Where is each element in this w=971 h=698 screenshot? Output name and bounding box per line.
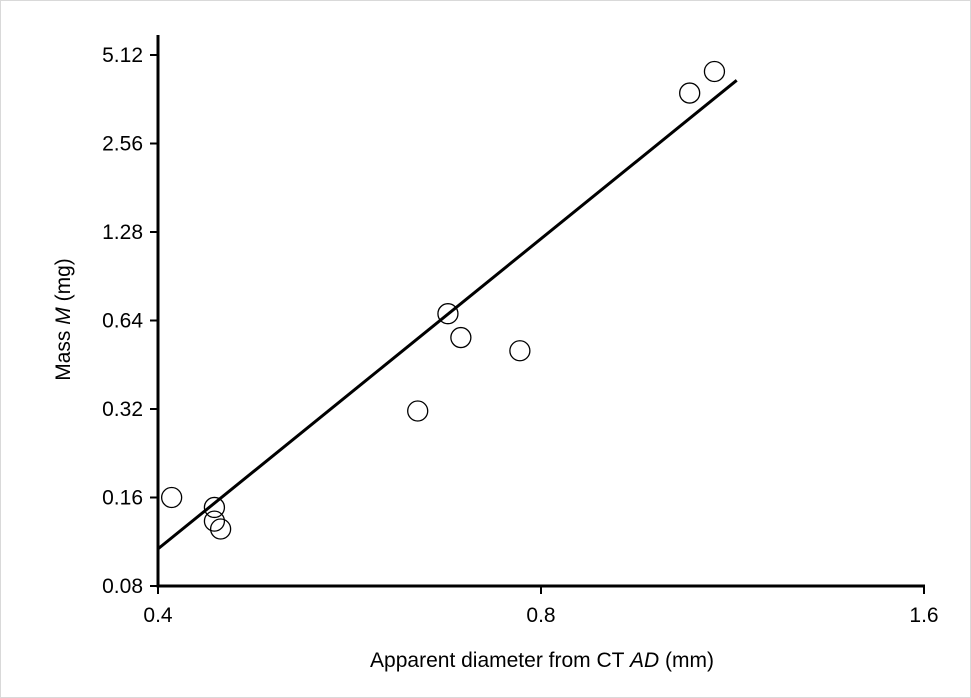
data-point <box>209 518 232 540</box>
y-tick-label: 1.28 <box>102 221 143 244</box>
x-tick-label: 1.6 <box>909 604 938 627</box>
data-points <box>160 60 726 540</box>
x-ticks: 0.4 0.8 1.6 <box>143 586 939 627</box>
y-ticks: 0.08 0.16 0.32 0.64 1.28 2.56 5.12 <box>102 44 158 598</box>
data-point <box>203 510 226 532</box>
data-point <box>679 82 701 104</box>
data-point <box>703 60 726 83</box>
data-point <box>437 303 459 325</box>
y-tick-label: 0.08 <box>102 575 143 598</box>
y-tick-label: 2.56 <box>102 133 143 156</box>
fit-line-group <box>157 79 738 551</box>
y-tick-label: 5.12 <box>102 44 143 67</box>
x-axis-title: Apparent diameter from CT AD (mm) <box>370 649 714 672</box>
y-axis-title: Mass M (mg) <box>52 258 75 381</box>
x-axis-title-prefix: Apparent diameter from CT <box>370 649 630 672</box>
x-axis-title-symbol: AD <box>628 649 659 672</box>
x-tick-label: 0.4 <box>143 604 173 627</box>
y-tick-label: 0.32 <box>102 398 143 421</box>
data-point <box>160 486 183 509</box>
axes <box>156 35 925 588</box>
data-point <box>450 326 472 349</box>
data-point <box>203 496 226 519</box>
fit-line <box>157 79 738 551</box>
y-axis-title-suffix: (mg) <box>52 258 75 307</box>
x-tick-label: 0.8 <box>526 604 555 627</box>
x-axis-title-suffix: (mm) <box>659 649 714 672</box>
y-axis-title-symbol: M <box>52 307 75 325</box>
data-point <box>509 340 531 362</box>
y-tick-label: 0.16 <box>102 487 143 510</box>
y-axis-title-prefix: Mass <box>52 325 75 381</box>
data-point <box>407 400 429 422</box>
y-tick-label: 0.64 <box>102 310 143 333</box>
